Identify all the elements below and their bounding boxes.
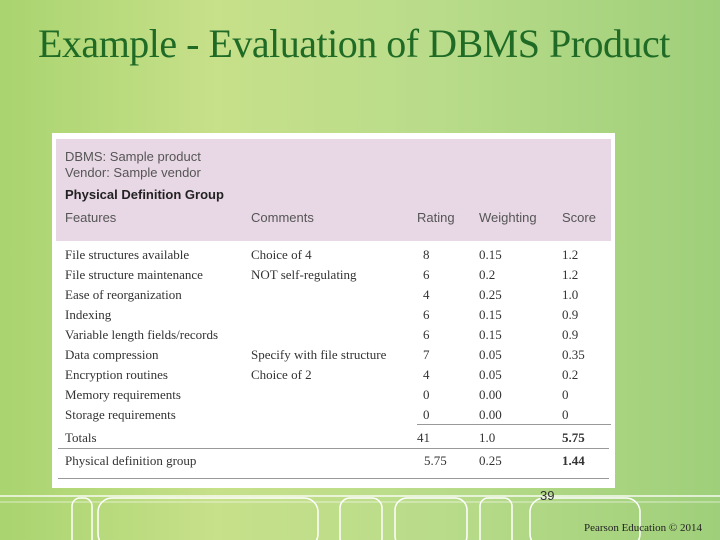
- dbms-line: DBMS: Sample product: [65, 149, 201, 164]
- score-cell: 1.2: [562, 247, 579, 262]
- weighting-cell: 0.15: [479, 327, 502, 342]
- totals-rating: 41: [417, 430, 430, 445]
- score-cell: 1.2: [562, 267, 579, 282]
- rating-cell: 4: [423, 367, 430, 382]
- feature-cell: Ease of reorganization: [65, 287, 182, 302]
- table-header-box: [56, 139, 611, 241]
- score-cell: 0.9: [562, 327, 579, 342]
- rating-cell: 6: [423, 327, 430, 342]
- rating-cell: 0: [423, 407, 430, 422]
- weighting-cell: 0.15: [479, 247, 502, 262]
- group-divider: [58, 448, 609, 449]
- column-header-weighting: Weighting: [479, 210, 537, 225]
- score-cell: 0.35: [562, 347, 585, 362]
- comment-cell: Choice of 2: [251, 367, 312, 382]
- score-cell: 0: [562, 407, 569, 422]
- table-row: Indexing 6 0.15 0.9: [52, 307, 615, 325]
- column-header-rating: Rating: [417, 210, 455, 225]
- column-header-features: Features: [65, 210, 117, 225]
- table-row: Variable length fields/records 6 0.15 0.…: [52, 327, 615, 345]
- weighting-cell: 0.05: [479, 367, 502, 382]
- copyright-text: Pearson Education © 2014: [584, 522, 703, 534]
- group-summary-label: Physical definition group: [65, 453, 197, 468]
- totals-label: Totals: [65, 430, 97, 445]
- weighting-cell: 0.00: [479, 407, 502, 422]
- score-cell: 0.9: [562, 307, 579, 322]
- slide-title: Example - Evaluation of DBMS Product: [38, 21, 670, 66]
- page-number: 39: [540, 488, 555, 503]
- table-row: Data compression Specify with file struc…: [52, 347, 615, 365]
- feature-cell: Variable length fields/records: [65, 327, 219, 342]
- feature-cell: File structures available: [65, 247, 190, 262]
- feature-cell: Memory requirements: [65, 387, 181, 402]
- decorative-border: [0, 495, 720, 540]
- bottom-rule: [58, 478, 609, 479]
- comment-cell: Specify with file structure: [251, 347, 387, 362]
- feature-cell: Data compression: [65, 347, 159, 362]
- vendor-line: Vendor: Sample vendor: [65, 165, 201, 180]
- group-summary-row: Physical definition group 5.75 0.25 1.44: [52, 453, 615, 471]
- totals-row: Totals 41 1.0 5.75: [52, 430, 615, 448]
- column-header-score: Score: [562, 210, 596, 225]
- feature-cell: Encryption routines: [65, 367, 168, 382]
- table-row: Storage requirements 0 0.00 0: [52, 407, 615, 425]
- feature-cell: Indexing: [65, 307, 112, 322]
- totals-score: 5.75: [562, 430, 585, 445]
- column-header-comments: Comments: [251, 210, 314, 225]
- table-row: File structure maintenance NOT self-regu…: [52, 267, 615, 285]
- comment-cell: NOT self-regulating: [251, 267, 357, 282]
- feature-cell: File structure maintenance: [65, 267, 203, 282]
- weighting-cell: 0.15: [479, 307, 502, 322]
- table-row: Encryption routines Choice of 2 4 0.05 0…: [52, 367, 615, 385]
- weighting-cell: 0.25: [479, 287, 502, 302]
- score-cell: 1.0: [562, 287, 579, 302]
- table-row: Ease of reorganization 4 0.25 1.0: [52, 287, 615, 305]
- feature-cell: Storage requirements: [65, 407, 176, 422]
- score-cell: 0.2: [562, 367, 579, 382]
- group-summary-weighting: 0.25: [479, 453, 502, 468]
- evaluation-table: DBMS: Sample product Vendor: Sample vend…: [52, 133, 615, 488]
- rating-cell: 6: [423, 307, 430, 322]
- group-summary-score: 1.44: [562, 453, 585, 468]
- rating-cell: 4: [423, 287, 430, 302]
- rating-cell: 6: [423, 267, 430, 282]
- rating-cell: 0: [423, 387, 430, 402]
- table-row: File structures available Choice of 4 8 …: [52, 247, 615, 265]
- table-row: Memory requirements 0 0.00 0: [52, 387, 615, 405]
- score-cell: 0: [562, 387, 569, 402]
- group-title: Physical Definition Group: [65, 187, 224, 202]
- rating-cell: 8: [423, 247, 430, 262]
- weighting-cell: 0.05: [479, 347, 502, 362]
- group-summary-rating: 5.75: [424, 453, 447, 468]
- weighting-cell: 0.00: [479, 387, 502, 402]
- comment-cell: Choice of 4: [251, 247, 312, 262]
- weighting-cell: 0.2: [479, 267, 496, 282]
- totals-weighting: 1.0: [479, 430, 496, 445]
- rating-cell: 7: [423, 347, 430, 362]
- totals-divider: [417, 424, 611, 425]
